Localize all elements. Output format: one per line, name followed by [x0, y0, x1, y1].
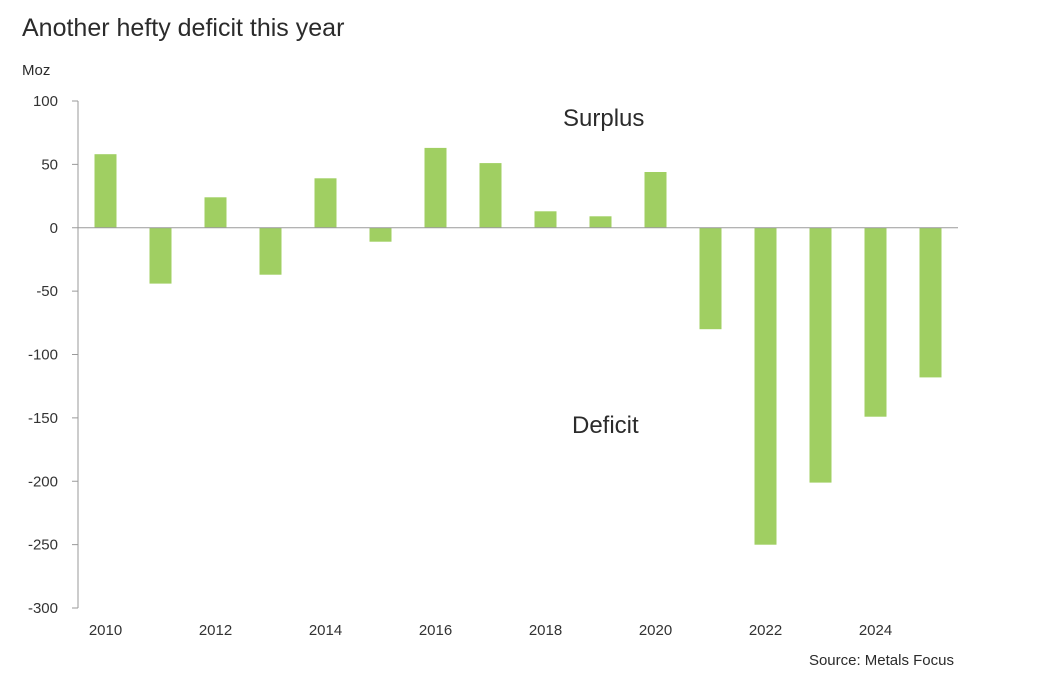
x-tick-label: 2012	[199, 622, 232, 639]
y-tick-label: 50	[41, 156, 58, 173]
x-tick-label: 2022	[749, 622, 782, 639]
bar-2020	[644, 172, 667, 228]
x-tick-label: 2014	[309, 622, 342, 639]
bar-2023	[809, 227, 832, 483]
y-tick-label: -200	[28, 473, 58, 490]
bar-2016	[424, 147, 447, 228]
bar-2025	[919, 227, 942, 378]
x-axis-ticks: 2010 2012 2014 2016 2018 2020 2022 2024	[89, 622, 892, 639]
y-tick-label: -50	[36, 283, 58, 300]
bar-2012	[204, 197, 227, 228]
chart-title: Another hefty deficit this year	[22, 14, 345, 42]
y-tick-label: -250	[28, 537, 58, 554]
bar-2024	[864, 227, 887, 417]
bar-2019	[589, 216, 612, 228]
y-axis-unit-label: Moz	[22, 62, 51, 79]
x-tick-label: 2018	[529, 622, 562, 639]
deficit-annotation: Deficit	[572, 412, 639, 439]
bar-2022	[754, 227, 777, 545]
surplus-annotation: Surplus	[563, 105, 644, 132]
bar-2014	[314, 178, 337, 228]
x-tick-label: 2024	[859, 622, 892, 639]
y-tick-label: 0	[50, 220, 58, 237]
y-tick-label: -300	[28, 600, 58, 617]
y-tick-label: 100	[33, 93, 58, 110]
bar-2017	[479, 163, 502, 228]
bar-2021	[699, 227, 722, 330]
y-tick-label: -100	[28, 347, 58, 364]
y-axis-ticks: 100 50 0 -50 -100 -150 -200 -250 -300	[28, 93, 78, 617]
x-tick-label: 2010	[89, 622, 122, 639]
source-note: Source: Metals Focus	[808, 652, 954, 669]
bars-group	[94, 147, 942, 545]
bar-2018	[534, 211, 557, 228]
bar-2015	[369, 227, 392, 242]
bar-2011	[149, 227, 172, 284]
x-tick-label: 2016	[419, 622, 452, 639]
y-tick-label: -150	[28, 410, 58, 427]
x-tick-label: 2020	[639, 622, 672, 639]
bar-2010	[94, 154, 117, 228]
bar-2013	[259, 227, 282, 275]
